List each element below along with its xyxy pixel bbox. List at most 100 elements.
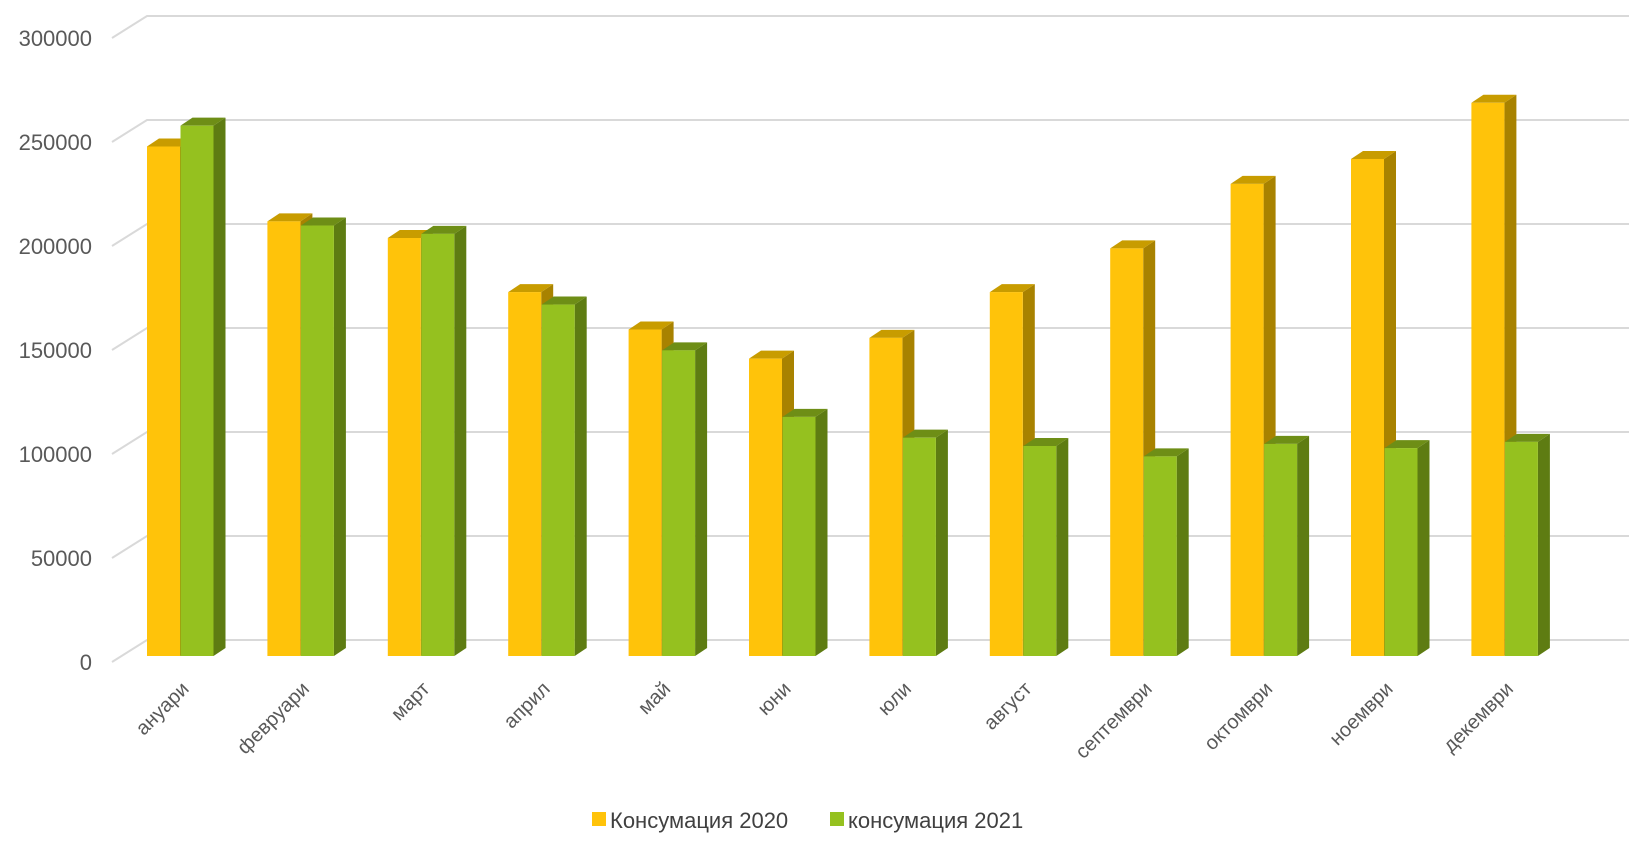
bar-top — [782, 408, 828, 417]
legend-item: Консумация 2020 — [592, 808, 788, 833]
bar-side — [454, 225, 467, 656]
bar-side — [815, 408, 828, 656]
bar-top — [1110, 240, 1156, 249]
bar-front — [1351, 158, 1384, 656]
bar-top — [267, 213, 313, 222]
legend-label: Консумация 2020 — [610, 808, 788, 833]
bar-side — [1417, 440, 1430, 656]
gridline — [111, 119, 1629, 143]
bar-front — [1023, 446, 1057, 656]
bar-top — [1351, 150, 1396, 159]
bar-top — [1264, 435, 1310, 444]
bar — [1504, 433, 1550, 656]
bar-side — [1537, 433, 1550, 656]
bar — [902, 429, 948, 656]
bar-front — [749, 358, 782, 656]
bar-top — [869, 329, 915, 338]
bar-front — [541, 304, 575, 656]
bar-front — [1143, 456, 1177, 656]
bar-top — [421, 225, 467, 234]
gridline — [111, 15, 1629, 39]
bar — [541, 296, 587, 656]
legend-label: консумация 2021 — [848, 808, 1023, 833]
bar-front — [267, 221, 301, 657]
bar — [1143, 448, 1189, 656]
bar — [1023, 438, 1069, 656]
bar-front — [902, 437, 936, 656]
bar-front — [1504, 441, 1538, 656]
bar-front — [1110, 248, 1144, 656]
bar-front — [300, 225, 334, 656]
bar-top — [1504, 433, 1550, 442]
bar-top — [300, 217, 346, 226]
y-tick-label: 150000 — [19, 338, 92, 363]
bar-side — [1297, 435, 1310, 656]
bar — [180, 117, 226, 657]
y-tick-label: 250000 — [19, 130, 92, 155]
bar-side — [695, 342, 708, 656]
x-tick-label: март — [387, 678, 434, 725]
bar-front — [1471, 102, 1505, 657]
bar-front — [1384, 448, 1418, 656]
bar-front — [782, 416, 816, 656]
x-tick-label: септември — [1071, 678, 1156, 763]
bar-front — [662, 350, 696, 656]
bar — [662, 342, 708, 656]
bar-front — [1230, 183, 1264, 657]
bar-top — [1230, 175, 1276, 184]
bar-front — [508, 292, 542, 656]
x-tick-label: юли — [874, 678, 916, 720]
y-tick-label: 100000 — [19, 442, 92, 467]
x-tick-label: ануари — [132, 678, 194, 740]
bar-side — [574, 296, 587, 656]
bar — [1264, 435, 1310, 656]
bar-front — [147, 146, 180, 657]
x-tick-label: април — [500, 678, 555, 733]
bar-top — [1143, 448, 1189, 457]
bar-side — [213, 117, 226, 657]
x-tick-label: юни — [754, 678, 796, 720]
bar — [421, 225, 467, 656]
bar — [300, 217, 346, 656]
x-tick-label: октомври — [1200, 678, 1277, 755]
bar — [1230, 175, 1276, 657]
bar-top — [541, 296, 587, 305]
bar-top — [989, 284, 1035, 293]
bar-front — [628, 329, 662, 656]
x-tick-label: декември — [1439, 678, 1518, 757]
bar-top — [180, 117, 226, 126]
bar-top — [1023, 438, 1069, 446]
legend-swatch — [830, 812, 844, 826]
bar-top — [1384, 440, 1430, 449]
bar-top — [1471, 94, 1517, 103]
bar-front — [1264, 443, 1298, 656]
legend: Консумация 2020 консумация 2021 — [592, 808, 1023, 833]
bar-top — [902, 429, 948, 438]
bar-front — [387, 238, 421, 656]
bar-top — [749, 350, 794, 359]
y-axis: 0 50000 100000 150000 200000 250000 300000 — [19, 26, 92, 675]
x-tick-label: ноември — [1325, 678, 1397, 750]
y-tick-label: 300000 — [19, 26, 92, 51]
legend-swatch — [592, 812, 606, 826]
bar-top — [662, 342, 708, 351]
bar-side — [1056, 438, 1069, 656]
y-tick-label: 200000 — [19, 234, 92, 259]
bar — [1384, 440, 1430, 656]
bar — [782, 408, 828, 656]
y-tick-label: 0 — [80, 650, 92, 675]
x-tick-label: февруари — [233, 678, 314, 759]
bar-top — [628, 321, 674, 330]
y-tick-label: 50000 — [31, 546, 92, 571]
legend-item: консумация 2021 — [830, 808, 1023, 833]
bar-front — [421, 233, 455, 656]
bar-side — [333, 217, 346, 656]
bar-side — [1176, 448, 1189, 656]
bar-front — [989, 292, 1023, 656]
bars — [147, 94, 1550, 657]
bar-top — [508, 284, 554, 293]
bar-side — [935, 429, 948, 656]
bar-front — [869, 337, 903, 656]
bar-front — [180, 125, 214, 657]
